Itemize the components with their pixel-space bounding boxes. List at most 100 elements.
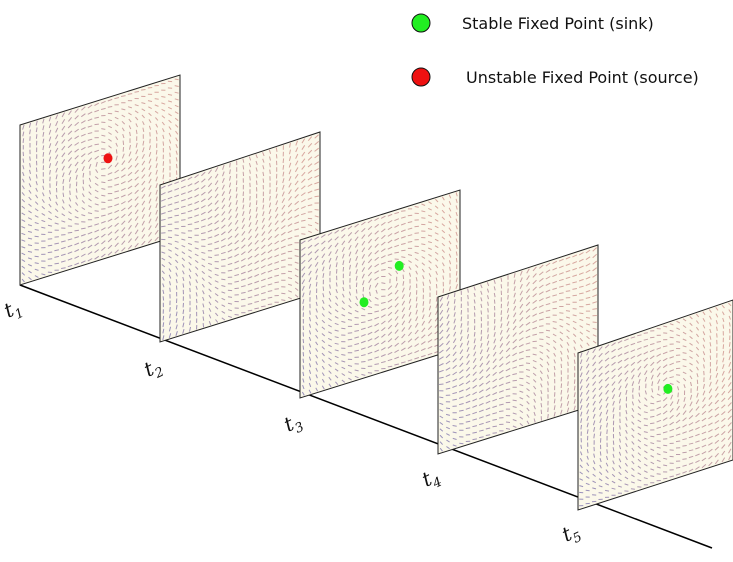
vector-arrow [708,461,713,467]
vector-arrow [553,365,556,371]
vector-arrow [134,202,139,208]
vector-arrow [695,346,700,351]
vector-arrow [68,116,72,122]
vector-arrow [149,145,151,151]
vector-arrow [452,364,457,369]
vector-arrow [94,123,99,126]
vector-arrow [42,178,45,184]
vector-arrow [214,293,219,297]
vector-arrow [722,364,725,370]
vector-arrow [21,185,25,190]
vector-arrow [402,281,405,286]
vector-arrow [585,482,590,486]
vector-arrow [689,316,693,320]
vector-arrow [669,401,674,407]
vector-arrow [592,473,596,477]
vector-arrow [308,330,312,335]
vector-arrow [400,229,406,233]
vector-arrow [599,464,602,469]
vector-arrow [572,261,578,264]
vector-arrow [248,222,252,228]
vector-arrow [519,423,524,427]
vector-arrow [394,309,399,315]
vector-arrow [367,232,373,237]
vector-arrow [421,327,426,333]
vector-arrow [427,221,433,224]
vector-arrow [288,176,292,181]
vector-arrow [280,231,286,236]
vector-arrow [334,229,339,234]
vector-arrow [181,244,186,248]
vector-arrow [155,123,159,128]
vector-arrow [380,320,386,325]
vector-arrow [651,381,654,387]
vector-arrow [560,383,563,389]
vector-arrow [421,320,426,326]
vector-arrow [676,412,681,418]
vector-arrow [592,294,598,298]
vector-arrow [228,182,232,188]
vector-arrow [307,244,313,249]
vector-arrow [586,342,590,347]
vector-arrow [214,200,219,205]
vector-arrow [387,292,393,297]
vector-arrow [27,250,33,253]
vector-arrow [208,301,212,306]
vector-arrow [275,206,279,212]
vector-arrow [380,228,386,233]
vector-arrow [519,316,524,322]
vector-arrow [367,344,373,349]
panel-3-vector-field [300,192,460,396]
vector-arrow [505,388,511,391]
vector-arrow [643,418,648,420]
vector-arrow [682,377,687,382]
vector-arrow [579,385,583,391]
vector-arrow [466,340,470,346]
vector-arrow [308,376,312,381]
vector-arrow [200,211,206,216]
vector-arrow [187,216,193,219]
vector-arrow [160,212,166,215]
vector-arrow [161,257,166,261]
vector-arrow [695,320,700,324]
vector-arrow [188,274,192,279]
vector-arrow [308,264,312,269]
vector-arrow [428,260,432,264]
vector-arrow [88,184,92,189]
vector-arrow [48,149,52,155]
vector-arrow [167,106,173,110]
vector-arrow [414,336,419,341]
vector-arrow [656,406,662,410]
vector-arrow [593,433,595,439]
vector-arrow [421,210,426,213]
vector-arrow [421,268,425,273]
vector-arrow [328,344,332,348]
panel-4-time-label: t4 [418,463,445,495]
vector-arrow [415,303,418,309]
vector-arrow [492,371,497,376]
vector-arrow [500,284,503,289]
vector-arrow [121,213,126,219]
vector-arrow [227,296,233,298]
vector-arrow [87,225,93,228]
vector-arrow [480,284,483,289]
vector-arrow [300,199,306,203]
vector-arrow [427,332,433,337]
vector-arrow [467,294,469,300]
vector-arrow [161,264,166,268]
vector-arrow [492,358,497,364]
vector-arrow [728,302,732,307]
vector-arrow [81,106,86,111]
vector-arrow [513,279,516,285]
vector-arrow [148,185,152,191]
vector-arrow [249,176,251,181]
vector-arrow [624,344,629,348]
vector-arrow [88,205,92,208]
vector-arrow [592,480,597,484]
vector-arrow [347,371,353,374]
vector-arrow [249,202,251,208]
vector-arrow [281,211,286,217]
vector-arrow [42,131,45,137]
vector-arrow [472,378,477,383]
vector-arrow [586,357,590,363]
